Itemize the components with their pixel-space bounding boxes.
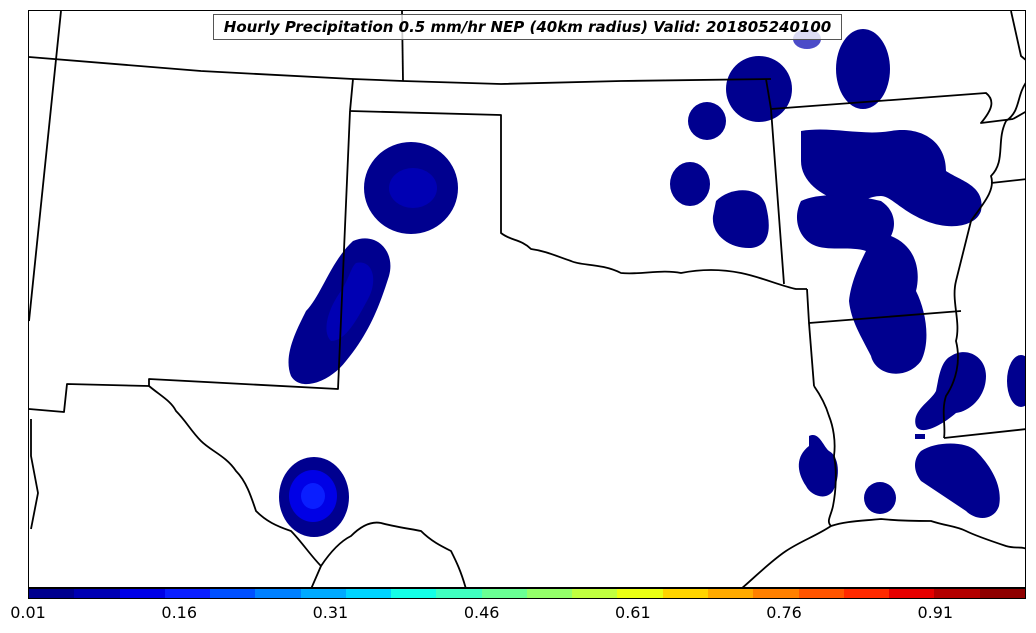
colorbar-segment: [662, 589, 708, 598]
border-nm-texas: [148, 110, 351, 390]
border-texas-louisiana-river: [813, 385, 837, 527]
map-panel: [28, 10, 1026, 588]
precip-area-tx-e: [798, 434, 838, 497]
border-az-nm: [29, 383, 150, 413]
precip-area-ar-band: [801, 129, 982, 227]
colorbar-segment: [74, 589, 120, 598]
border-kentucky: [1012, 111, 1025, 120]
colorbar-segment: [345, 589, 392, 598]
colorbar-tick-label: 0.16: [161, 603, 198, 622]
precipitation-map: [29, 11, 1025, 587]
border-texas-east-coast: [741, 518, 1025, 587]
border-utah-colorado-west: [29, 11, 62, 322]
colorbar-segment: [889, 589, 935, 598]
colorbar-segment: [979, 589, 1025, 598]
precip-area-la-sw: [864, 482, 896, 514]
colorbar-segment: [391, 589, 437, 598]
precip-area-ar-central: [796, 195, 927, 374]
colorbar-segment: [481, 589, 527, 598]
colorbar-tick-label: 0.91: [917, 603, 954, 622]
precip-areas: [279, 29, 1025, 537]
border-west-edge: [30, 419, 39, 530]
colorbar-segment: [934, 589, 980, 598]
colorbar-tick-label: 0.01: [10, 603, 46, 622]
precip-area-ar-w: [712, 190, 769, 249]
border-louisiana-ms: [943, 428, 1025, 439]
colorbar-segment: [436, 589, 482, 598]
colorbar-segment: [707, 589, 754, 598]
border-tn-ms: [990, 178, 1025, 184]
border-missouri-arkansas: [770, 92, 1014, 124]
colorbar-segment: [29, 589, 75, 598]
colorbar-segment: [526, 589, 573, 598]
border-texas-rio-grande: [148, 385, 322, 587]
colorbar-tick-label: 0.76: [766, 603, 802, 622]
precip-area-west-tx-core: [301, 483, 325, 509]
border-ms-river: [942, 82, 1025, 439]
precip-area-nm-north-core: [389, 168, 437, 208]
precip-area-ks-se: [688, 102, 726, 140]
precip-area-ms-e: [1007, 355, 1025, 407]
colorbar-segment: [210, 589, 256, 598]
colorbar-tick-label: 0.46: [463, 603, 500, 622]
colorbar-segment: [119, 589, 165, 598]
precip-area-la-se: [915, 443, 1000, 518]
border-texas-gulf: [320, 521, 467, 587]
colorbar-segment: [753, 589, 799, 598]
colorbar-segment: [798, 589, 844, 598]
precip-area-mo-sw: [726, 56, 792, 122]
state-boundaries: [29, 11, 1025, 587]
colorbar-tick-label: 0.31: [312, 603, 349, 622]
colorbar-segment: [843, 589, 890, 598]
colorbar-segment: [572, 589, 618, 598]
colorbar: [28, 588, 1026, 599]
border-texas-louisiana: [808, 322, 815, 387]
border-colorado-nm: [349, 78, 354, 112]
precip-area-mo-s: [836, 29, 890, 109]
border-wy-utah: [1010, 11, 1025, 61]
colorbar-segment: [164, 589, 211, 598]
colorbar-tick-label: 0.61: [615, 603, 651, 622]
precip-area-ok-ne: [670, 162, 710, 206]
border-nm-oklahoma-panhandle: [349, 110, 807, 290]
colorbar-segment: [300, 589, 346, 598]
colorbar-segment: [255, 589, 301, 598]
border-colorado-wyoming: [29, 56, 772, 85]
precip-area-la-dot: [915, 434, 925, 439]
colorbar-segment: [617, 589, 663, 598]
map-title: Hourly Precipitation 0.5 mm/hr NEP (40km…: [213, 14, 842, 40]
precip-area-la-n: [915, 352, 986, 431]
precip-area-nm-east-core: [326, 262, 374, 341]
